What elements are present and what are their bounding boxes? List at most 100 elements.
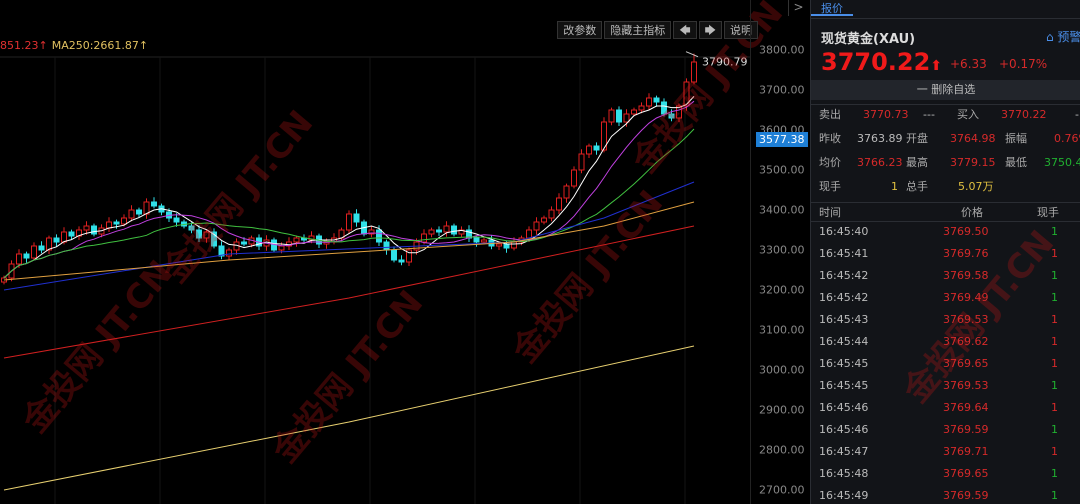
candle-up xyxy=(533,221,540,231)
tick-row: 16:45:41 3769.76 1 xyxy=(811,246,1080,262)
tick-price: 3769.59 xyxy=(943,489,989,502)
arrow-up-icon: ⬆ xyxy=(930,58,943,74)
ma-legend-partial: 851.23↑ xyxy=(0,39,48,52)
y-tick-label: 3800.00 xyxy=(759,43,805,57)
candle-down xyxy=(668,113,675,119)
candle-down xyxy=(473,237,480,243)
help-button[interactable]: 说明 xyxy=(724,21,758,39)
candle-down xyxy=(173,217,180,223)
moving-average-line xyxy=(3,128,695,279)
candle-up xyxy=(368,229,375,235)
alert-button[interactable]: ⌂ 预警 xyxy=(1046,30,1080,44)
candle-up xyxy=(16,253,22,265)
tab-quote[interactable]: 报价 xyxy=(811,0,853,16)
candle-down xyxy=(23,253,30,259)
candle-up xyxy=(676,105,682,119)
tick-time: 16:45:49 xyxy=(819,489,869,502)
moving-average-line xyxy=(3,96,695,279)
candle-up xyxy=(83,225,90,231)
moving-average-line xyxy=(3,181,695,291)
tick-time: 16:45:48 xyxy=(819,467,869,480)
candle-up xyxy=(548,209,555,219)
tick-row: 16:45:46 3769.59 1 xyxy=(811,422,1080,438)
candle-down xyxy=(593,145,600,151)
tick-price: 3769.53 xyxy=(943,379,989,392)
remove-watchlist-button[interactable]: 一 删除自选 xyxy=(811,80,1080,100)
candle-down xyxy=(383,241,390,251)
candle-up xyxy=(563,185,570,199)
candle-up xyxy=(346,213,352,231)
tick-volume: 1 xyxy=(1051,467,1058,480)
tick-time: 16:45:45 xyxy=(819,379,869,392)
tick-row: 16:45:40 3769.50 1 xyxy=(811,224,1080,240)
avg-label: 均价 xyxy=(819,156,841,169)
candle-up xyxy=(121,217,127,225)
arrow-right-icon[interactable]: 🡆 xyxy=(698,21,722,39)
chevron-right-icon[interactable]: > xyxy=(788,0,808,16)
tick-price: 3769.53 xyxy=(943,313,989,326)
tick-volume: 1 xyxy=(1051,401,1058,414)
candle-up xyxy=(623,113,630,123)
last-price: 3770.22⬆ xyxy=(821,48,942,76)
tick-price: 3769.71 xyxy=(943,445,989,458)
tick-row: 16:45:48 3769.65 1 xyxy=(811,466,1080,482)
candle-up xyxy=(556,197,562,211)
candle-up xyxy=(428,229,435,235)
ma250-legend: MA250:2661.87↑ xyxy=(51,39,149,52)
tick-time: 16:45:41 xyxy=(819,247,869,260)
y-tick-label: 2800.00 xyxy=(759,443,805,457)
tick-price: 3769.64 xyxy=(943,401,989,414)
tick-price: 3769.65 xyxy=(943,357,989,370)
tick-volume: 1 xyxy=(1051,291,1058,304)
candle-up xyxy=(293,237,300,243)
high-price-label: 3790.79 xyxy=(702,56,748,69)
instrument-name: 现货黄金(XAU) xyxy=(821,32,916,47)
y-tick-label: 2700.00 xyxy=(759,483,805,497)
candle-down xyxy=(91,225,97,235)
amplitude-value: 0.76% xyxy=(1054,132,1080,145)
candle-up xyxy=(203,231,210,239)
candle-down xyxy=(241,241,247,245)
y-tick-label: 3000.00 xyxy=(759,363,805,377)
tick-price: 3769.76 xyxy=(943,247,989,260)
candle-down xyxy=(38,245,45,251)
candle-up xyxy=(481,239,487,243)
y-tick-label: 3200.00 xyxy=(759,283,805,297)
candle-up xyxy=(406,249,412,263)
quote-panel: 金投网 JT.CN 报价 现货黄金(XAU) ⌂ 预警 3770.22⬆ +6.… xyxy=(810,0,1080,504)
tick-volume: 1 xyxy=(1051,423,1058,436)
candle-up xyxy=(601,121,607,151)
candle-up xyxy=(61,231,67,243)
tick-row: 16:45:45 3769.65 1 xyxy=(811,356,1080,372)
candlestick-plot[interactable]: 3790.79 xyxy=(0,0,750,504)
candle-up xyxy=(526,229,532,239)
hide-main-indicator-button[interactable]: 隐藏主指标 xyxy=(604,21,672,39)
candle-up xyxy=(541,217,547,223)
ticks-header: 时间 价格 现手 xyxy=(811,202,1080,222)
arrow-left-icon[interactable]: 🡄 xyxy=(673,21,697,39)
open-value: 3764.98 xyxy=(950,132,996,145)
tick-price: 3769.65 xyxy=(943,467,989,480)
y-tick-label: 3500.00 xyxy=(759,163,805,177)
header-price: 价格 xyxy=(961,206,983,219)
candle-up xyxy=(683,81,690,107)
chart-toolbar: 改参数 隐藏主指标 🡄 🡆 说明 xyxy=(557,21,758,39)
tick-volume: 1 xyxy=(1051,269,1058,282)
candle-up xyxy=(571,169,577,187)
tick-price: 3769.49 xyxy=(943,291,989,304)
tick-row: 16:45:47 3769.71 1 xyxy=(811,444,1080,460)
price-value: 3770.22 xyxy=(821,48,931,76)
edit-params-button[interactable]: 改参数 xyxy=(557,21,603,39)
prev-close-label: 昨收 xyxy=(819,132,841,145)
candle-down xyxy=(211,231,217,247)
tick-row: 16:45:45 3769.53 1 xyxy=(811,378,1080,394)
sell-volume: --- xyxy=(923,108,935,121)
candle-down xyxy=(218,245,225,257)
kline-chart[interactable]: 3790.79 金投网 JT.CN 金投网 JT.CN 金投网 JT.CN 金投… xyxy=(0,0,808,504)
open-label: 开盘 xyxy=(906,132,928,145)
buy-price: 3770.22 xyxy=(1001,108,1047,121)
buy-label: 买入 xyxy=(957,108,979,121)
tick-time: 16:45:44 xyxy=(819,335,869,348)
high-label: 最高 xyxy=(906,156,928,169)
candle-up xyxy=(691,61,697,83)
